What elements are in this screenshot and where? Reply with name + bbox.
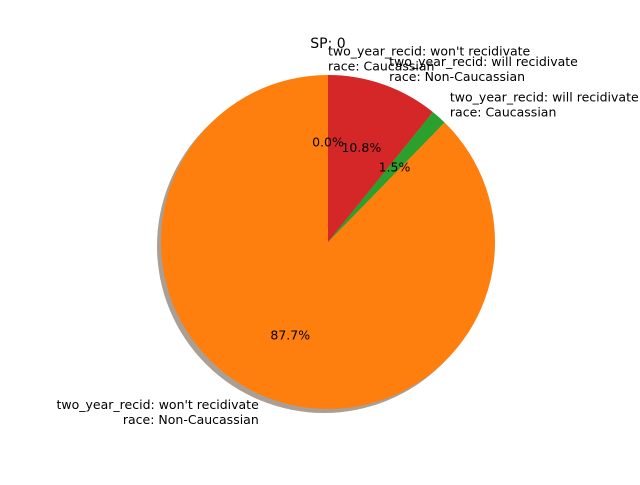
pie-slice-2	[328, 111, 445, 242]
pie-slice-label-line: race: Caucassian	[450, 105, 556, 120]
pie-slice-3	[328, 75, 433, 242]
pie-slice-label-2: two_year_recid: will recidivate race: Cau…	[450, 90, 639, 120]
chart-title: SP: 0	[310, 36, 345, 52]
pie-slice-1	[161, 75, 495, 410]
pie-slice-label-line: race: Non-Caucassian	[123, 412, 259, 427]
pie-slice-label-3: two_year_recid: will recidivate race: Non…	[389, 54, 578, 84]
pie-slice-label-line: two_year_recid: will recidivate	[389, 54, 578, 69]
pie-slice-percent-2: 1.5%	[379, 160, 411, 175]
percent-labels: 0.0% 87.7% 1.5% 10.8%	[270, 134, 410, 342]
pie-slice-label-line: race: Non-Caucassian	[389, 69, 525, 84]
pie-slice-label-0: two_year_recid: won't recidivate race: Ca…	[328, 43, 531, 73]
pie-slice-label-line: two_year_recid: will recidivate	[450, 90, 639, 105]
pie-slice-label-line: race: Caucassian	[328, 58, 434, 73]
pie-slice-label-1: two_year_recid: won't recidivate race: No…	[57, 397, 260, 427]
pie-slice-label-line: two_year_recid: won't recidivate	[57, 397, 260, 412]
pie-slice-percent-0: 0.0%	[312, 134, 344, 149]
pie-slice-percent-1: 87.7%	[270, 327, 310, 342]
pie-slices	[161, 75, 495, 410]
slice-labels: two_year_recid: won't recidivate race: Ca…	[57, 43, 639, 427]
pie-slice-percent-3: 10.8%	[341, 140, 381, 155]
pie-slice-label-line: two_year_recid: won't recidivate	[328, 43, 531, 58]
